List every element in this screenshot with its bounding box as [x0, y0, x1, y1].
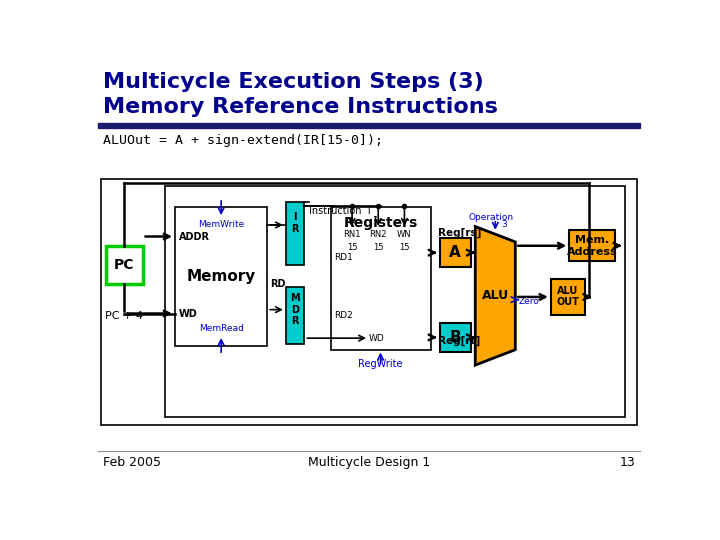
Bar — [106, 246, 143, 284]
Text: Operation: Operation — [468, 213, 513, 222]
Text: 13: 13 — [620, 456, 636, 469]
Text: R: R — [292, 316, 299, 326]
Bar — [101, 179, 637, 425]
Text: ADDR: ADDR — [179, 232, 210, 241]
Bar — [286, 287, 305, 345]
Text: B: B — [449, 330, 461, 345]
Text: OUT: OUT — [557, 297, 580, 307]
Text: M: M — [290, 293, 300, 303]
Bar — [330, 207, 431, 350]
Text: 3: 3 — [502, 220, 508, 229]
Text: WD: WD — [369, 334, 384, 343]
Text: D: D — [291, 305, 299, 315]
Bar — [98, 123, 640, 128]
Text: Multicycle Execution Steps (3): Multicycle Execution Steps (3) — [102, 72, 483, 92]
Bar — [440, 323, 471, 352]
Text: A: A — [449, 245, 461, 260]
Text: I: I — [293, 212, 297, 222]
Text: MemRead: MemRead — [199, 325, 243, 333]
Text: Zero: Zero — [518, 298, 539, 307]
Bar — [286, 202, 305, 265]
Text: ALUOut = A + sign-extend(IR[15-0]);: ALUOut = A + sign-extend(IR[15-0]); — [102, 134, 382, 147]
Bar — [440, 238, 471, 267]
Bar — [165, 186, 625, 417]
Text: Reg[rs]: Reg[rs] — [438, 227, 482, 238]
Text: Reg[rt]: Reg[rt] — [438, 335, 480, 346]
Bar — [570, 231, 616, 261]
Text: Instruction  I: Instruction I — [309, 206, 371, 215]
Text: PC + 4: PC + 4 — [105, 311, 143, 321]
Text: Memory Reference Instructions: Memory Reference Instructions — [102, 97, 498, 117]
Text: RegWrite: RegWrite — [359, 359, 402, 369]
Text: RD1: RD1 — [334, 253, 354, 262]
Text: RD2: RD2 — [334, 310, 353, 320]
Text: 15: 15 — [399, 243, 410, 252]
Text: PC: PC — [114, 258, 135, 272]
Text: RN2: RN2 — [369, 231, 387, 239]
Text: ALU: ALU — [482, 289, 509, 302]
Text: Registers: Registers — [343, 215, 418, 230]
Text: Feb 2005: Feb 2005 — [102, 456, 161, 469]
Text: Address: Address — [567, 247, 618, 257]
Text: WD: WD — [179, 308, 197, 319]
Text: RN1: RN1 — [343, 231, 361, 239]
Polygon shape — [475, 226, 516, 365]
Text: Memory: Memory — [186, 269, 256, 284]
Text: WN: WN — [397, 231, 412, 239]
Text: Multicycle Design 1: Multicycle Design 1 — [308, 456, 430, 469]
Text: 15: 15 — [373, 243, 384, 252]
Text: R: R — [292, 224, 299, 234]
Bar — [175, 207, 267, 346]
Text: 15: 15 — [347, 243, 357, 252]
Text: ALU: ALU — [557, 286, 579, 296]
Bar — [551, 279, 585, 315]
Text: RD: RD — [271, 279, 286, 289]
Text: MemWrite: MemWrite — [198, 220, 244, 229]
Text: Mem.: Mem. — [575, 235, 609, 245]
